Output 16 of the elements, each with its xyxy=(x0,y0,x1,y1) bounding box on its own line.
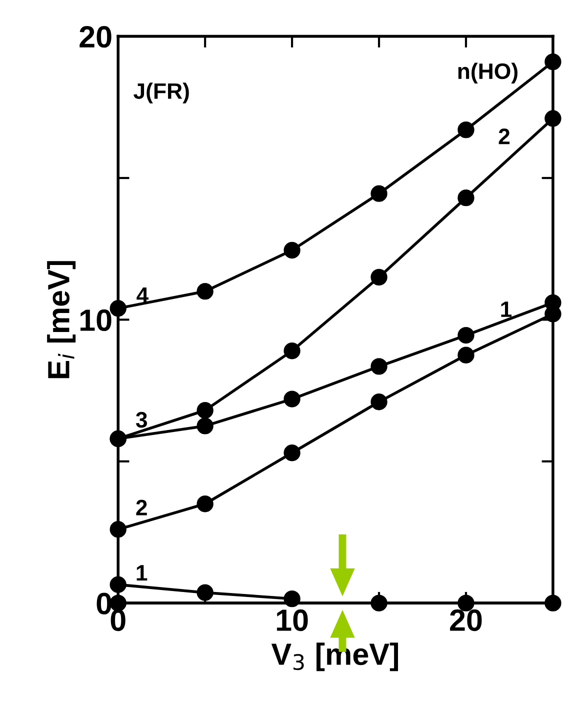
x-axis-title: V$_{3}$ [meV] xyxy=(271,642,398,672)
annotation: 4 xyxy=(136,287,149,303)
annotation: 1 xyxy=(501,302,512,317)
x-tick-label: 10 xyxy=(276,609,308,632)
annotation: J(FR) xyxy=(134,82,189,104)
y-tick-label: 20 xyxy=(80,26,112,48)
annotation: 2 xyxy=(136,500,147,516)
x-tick-label: 20 xyxy=(450,609,482,632)
x-tick-label: 0 xyxy=(110,609,126,632)
annotation: n(HO) xyxy=(458,62,518,84)
y-tick-label: 10 xyxy=(80,309,112,332)
y-tick-label: 0 xyxy=(96,592,112,614)
annotation: 2 xyxy=(498,128,510,144)
annotation: 1 xyxy=(136,565,148,580)
annotation: 3 xyxy=(136,412,147,428)
y-axis-title: E$_{i}$ [meV] xyxy=(47,261,76,378)
